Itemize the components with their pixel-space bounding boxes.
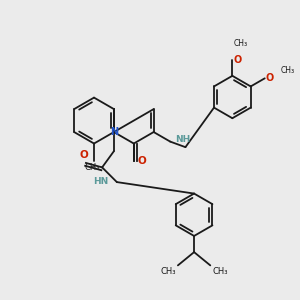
Text: HN: HN	[93, 177, 109, 186]
Text: CH₃: CH₃	[280, 66, 294, 75]
Text: CH₃: CH₃	[160, 267, 176, 276]
Text: N: N	[110, 127, 118, 137]
Text: CH₃: CH₃	[213, 267, 228, 276]
Text: O: O	[79, 150, 88, 160]
Text: O: O	[233, 55, 242, 64]
Text: CH₃: CH₃	[234, 39, 248, 48]
Text: O: O	[266, 73, 274, 83]
Text: O: O	[137, 156, 146, 166]
Text: NH: NH	[175, 135, 190, 144]
Text: CH₃: CH₃	[85, 163, 100, 172]
